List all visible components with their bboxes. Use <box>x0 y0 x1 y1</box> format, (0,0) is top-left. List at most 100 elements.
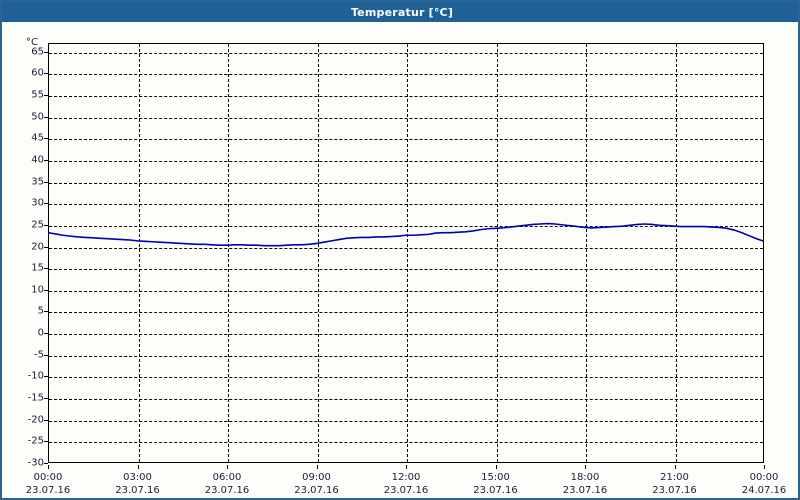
gridline-horizontal <box>49 247 763 249</box>
y-axis-tick-label: 40 <box>31 154 44 166</box>
y-axis-tick-mark <box>44 138 48 140</box>
y-axis-tick-label: 65 <box>31 46 44 58</box>
y-axis-tick-mark <box>44 94 48 96</box>
x-axis-tick-time: 09:00 <box>302 472 331 483</box>
x-axis-tick-time: 00:00 <box>749 472 779 483</box>
x-axis-tick-time: 15:00 <box>481 472 510 483</box>
y-axis-tick-label: 30 <box>31 197 44 209</box>
x-axis: 00:00 23.07.16 03:00 23.07.16 06:00 23.07.16 0… <box>26 465 786 498</box>
y-axis-tick-mark <box>44 311 48 313</box>
x-axis-tick-date: 24.07.16 <box>741 485 787 496</box>
gridline-horizontal <box>49 420 763 422</box>
x-axis-tick-time: 03:00 <box>123 472 152 483</box>
y-axis: 65 60 55 50 45 40 35 30 25 20 15 10 5 0 -5 -10 -15 -20 -25… <box>2 43 48 469</box>
x-axis-tick-date: 23.07.16 <box>383 485 429 496</box>
gridline-horizontal <box>49 269 763 271</box>
x-axis-tick-label: 21:00 23.07.16 <box>652 471 697 497</box>
gridline-horizontal <box>49 377 763 379</box>
x-axis-tick-time: 00:00 <box>33 472 63 483</box>
gridline-horizontal <box>49 95 763 97</box>
x-axis-tick-mark <box>316 465 318 469</box>
x-axis-tick-date: 23.07.16 <box>473 485 518 496</box>
x-axis-tick-label: 03:00 23.07.16 <box>115 471 160 497</box>
y-axis-tick-mark <box>44 203 48 205</box>
y-axis-tick-mark <box>44 354 48 356</box>
x-axis-tick-label: 00:00 24.07.16 <box>742 471 787 497</box>
x-axis-tick-date: 23.07.16 <box>294 485 339 496</box>
y-axis-tick-mark <box>44 116 48 118</box>
y-axis-unit-label: °C <box>26 37 38 48</box>
y-axis-tick-label: -30 <box>27 457 44 469</box>
y-axis-tick-mark <box>44 441 48 443</box>
x-axis-tick-label: 12:00 23.07.16 <box>384 471 429 497</box>
gridline-vertical <box>586 44 587 462</box>
y-axis-tick-mark <box>44 398 48 400</box>
y-axis-tick-mark <box>44 463 48 464</box>
gridline-vertical <box>317 44 319 462</box>
gridline-vertical <box>138 44 140 462</box>
x-axis-tick-date: 23.07.16 <box>115 485 160 496</box>
x-axis-tick-time: 12:00 <box>391 472 421 483</box>
x-axis-tick-mark <box>674 465 676 469</box>
gridline-horizontal <box>49 334 763 336</box>
y-axis-tick-label: 35 <box>31 176 44 188</box>
gridline-horizontal <box>49 117 763 119</box>
x-axis-tick-mark <box>406 465 407 469</box>
gridline-horizontal <box>49 355 763 357</box>
y-axis-tick-label: -20 <box>27 414 44 426</box>
y-axis-tick-mark <box>44 51 48 53</box>
x-axis-tick-mark <box>495 465 497 469</box>
x-axis-tick-date: 23.07.16 <box>204 485 250 496</box>
y-axis-tick-label: 50 <box>31 111 44 123</box>
y-axis-tick-label: 55 <box>31 89 44 101</box>
y-axis-tick-label: 45 <box>31 132 44 144</box>
gridline-horizontal <box>49 312 763 314</box>
x-axis-tick-mark <box>137 465 139 469</box>
y-axis-tick-label: -15 <box>27 392 44 404</box>
x-axis-tick-label: 06:00 23.07.16 <box>205 471 250 497</box>
y-axis-tick-mark <box>44 246 48 248</box>
x-axis-tick-time: 18:00 <box>570 472 600 483</box>
gridline-vertical <box>675 44 677 462</box>
y-axis-tick-mark <box>44 333 48 335</box>
y-axis-tick-label: -5 <box>34 349 44 361</box>
gridline-vertical <box>228 44 229 462</box>
y-axis-tick-mark <box>44 289 48 291</box>
y-axis-tick-mark <box>44 224 48 226</box>
gridline-horizontal <box>49 52 763 54</box>
x-axis-tick-time: 21:00 <box>660 472 689 483</box>
y-axis-tick-mark <box>44 159 48 161</box>
x-axis-tick-mark <box>585 465 586 469</box>
y-axis-tick-mark <box>44 73 48 75</box>
x-axis-tick-label: 15:00 23.07.16 <box>473 471 518 497</box>
x-axis-tick-label: 18:00 23.07.16 <box>563 471 608 497</box>
window-titlebar: Temperatur [°C] <box>2 2 798 22</box>
gridline-horizontal <box>49 74 763 76</box>
x-axis-tick-label: 00:00 23.07.16 <box>26 471 71 497</box>
y-axis-tick-label: 15 <box>31 262 44 274</box>
y-axis-tick-label: -25 <box>27 435 44 447</box>
chart-canvas: °C 65 60 55 50 45 40 35 30 25 20 15 10 5 0 -5 -10 -15 -20… <box>2 22 798 498</box>
x-axis-tick-mark <box>764 465 765 469</box>
x-axis-tick-time: 06:00 <box>212 472 242 483</box>
x-axis-tick-label: 09:00 23.07.16 <box>294 471 339 497</box>
y-axis-tick-label: 5 <box>37 305 44 317</box>
gridline-horizontal <box>49 225 763 227</box>
y-axis-tick-label: 25 <box>31 219 44 231</box>
x-axis-tick-date: 23.07.16 <box>652 485 697 496</box>
page-title: Temperatur [°C] <box>350 5 454 19</box>
y-axis-tick-label: 10 <box>31 284 44 296</box>
gridline-horizontal <box>49 160 763 162</box>
x-axis-tick-date: 23.07.16 <box>25 485 71 496</box>
y-axis-tick-mark <box>44 268 48 270</box>
y-axis-tick-mark <box>44 376 48 378</box>
y-axis-tick-label: 20 <box>31 241 44 252</box>
x-axis-tick-date: 23.07.16 <box>562 485 608 496</box>
x-axis-tick-mark <box>227 465 228 469</box>
gridline-vertical <box>407 44 408 462</box>
y-axis-tick-mark <box>44 181 48 183</box>
gridline-horizontal <box>49 139 763 141</box>
y-axis-tick-label: -10 <box>27 370 44 382</box>
x-axis-tick-mark <box>48 465 49 469</box>
